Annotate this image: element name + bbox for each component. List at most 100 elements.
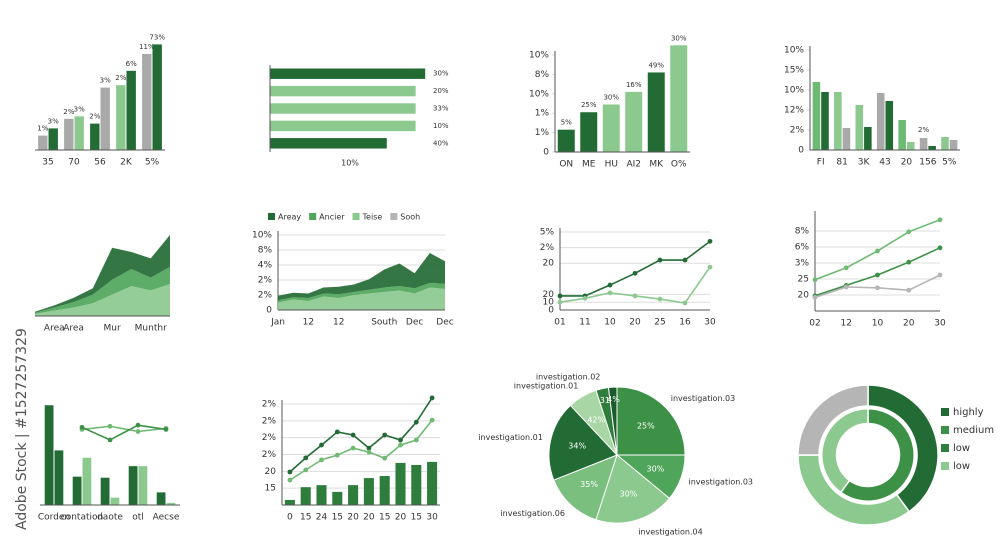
y-tick-label: 12% (784, 106, 804, 116)
bar (395, 462, 406, 505)
bar (44, 405, 54, 505)
bar (300, 487, 311, 505)
y-tick-label: 10% (252, 231, 272, 241)
line-point (287, 469, 293, 475)
bar (580, 112, 598, 152)
line-point (557, 293, 563, 299)
x-tick-label: 15 (379, 513, 390, 523)
bar (48, 128, 58, 150)
line-point (350, 432, 356, 438)
x-tick-label: 20 (347, 513, 359, 523)
bar (316, 485, 327, 505)
line-point (607, 290, 613, 296)
x-tick-label: ME (582, 160, 596, 170)
donut-segment (821, 408, 869, 494)
y-tick-label: 2% (262, 416, 277, 426)
bar-label: 3% (48, 117, 59, 125)
bar (270, 138, 387, 149)
bar-label: 20% (433, 87, 449, 95)
x-tick-label: 20 (395, 513, 407, 523)
bar (270, 85, 416, 97)
line-point (107, 423, 113, 429)
line (81, 425, 167, 433)
line-point (657, 257, 663, 263)
y-tick-label: 10 (543, 298, 555, 308)
legend-label: medium (953, 425, 994, 436)
x-tick-label: HU (605, 160, 618, 170)
bar-label: 33% (433, 105, 449, 113)
slice-name: investigation.03 (671, 394, 736, 403)
slice-name: investigation.04 (638, 527, 703, 536)
bar-label: 2% (63, 108, 74, 116)
line-point (334, 452, 340, 458)
bar (821, 92, 829, 150)
x-tick-label: 24 (316, 513, 328, 523)
line-point (135, 422, 141, 428)
x-tick-label: 156 (919, 158, 936, 168)
bar-label: 73% (149, 33, 165, 41)
bar-label: 2% (89, 113, 100, 121)
slice-label: 31 (600, 396, 610, 405)
area (35, 234, 170, 313)
bar-label: 10% (433, 122, 449, 130)
y-tick-label: 8% (535, 70, 550, 80)
bar-label: 6% (126, 60, 137, 68)
legend-swatch (268, 213, 275, 220)
x-tick-label: 15 (300, 513, 311, 523)
slice-label: 25% (637, 422, 655, 431)
line-point (303, 467, 309, 473)
bar-label: 30% (671, 34, 687, 42)
line-point (937, 245, 943, 251)
line-point (906, 259, 912, 265)
y-tick-label: 15 (265, 484, 276, 494)
x-tick-label: Munthr (135, 324, 167, 334)
bar (116, 85, 126, 150)
x-tick-label: 5% (942, 158, 957, 168)
line-point (812, 295, 818, 300)
bar (812, 82, 821, 150)
donut-segment (839, 408, 915, 502)
bar (864, 127, 872, 150)
line-point (875, 272, 880, 278)
y-tick-label: 2% (258, 291, 273, 301)
bar (138, 466, 148, 505)
y-tick-label: 10% (784, 86, 804, 96)
line-point (707, 264, 713, 270)
bar (363, 478, 374, 505)
y-tick-label: 2% (540, 243, 555, 253)
line-point (682, 257, 688, 263)
y-tick-label: 8% (795, 227, 810, 237)
line-point (366, 449, 372, 455)
y-tick-label: 8% (258, 246, 273, 256)
y-tick-label: 10% (784, 46, 804, 56)
y-tick-label: 20 (543, 259, 555, 269)
legend-label: Areay (278, 213, 301, 222)
line-point (843, 265, 849, 271)
bar (842, 128, 851, 150)
bar (427, 461, 438, 505)
y-tick-label: 2% (262, 433, 277, 443)
line-point (350, 445, 356, 451)
x-tick-label: 81 (836, 158, 847, 168)
legend-label: low (953, 461, 970, 472)
area (278, 283, 445, 303)
bar (284, 499, 295, 505)
bar (82, 457, 92, 505)
bar (928, 146, 936, 150)
line-point (875, 285, 880, 291)
line-point (135, 429, 141, 434)
x-tick-label: 02 (809, 319, 820, 329)
bar (834, 92, 842, 150)
bar (152, 44, 162, 150)
legend-label: Teise (362, 213, 383, 222)
bar-label: 1% (37, 125, 48, 133)
y-tick-label: 4% (258, 261, 273, 271)
pie-slice (607, 386, 618, 456)
legend-label: highly (953, 407, 984, 418)
line-point (906, 229, 912, 235)
bar (898, 120, 906, 150)
y-tick-label: 20 (798, 291, 810, 301)
y-tick-label: 20 (265, 467, 277, 477)
bar-label: 16% (626, 81, 642, 89)
